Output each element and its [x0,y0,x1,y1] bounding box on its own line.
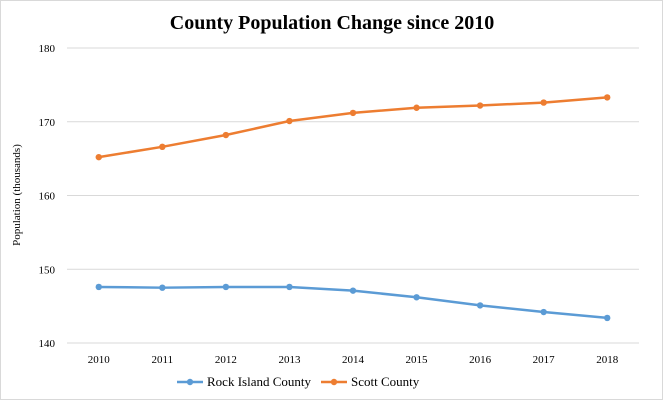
gridlines [67,47,639,344]
data-point [413,294,420,301]
data-point [476,102,484,109]
y-axis-ticks: 140 150 160 170 180 [39,43,56,350]
data-point [604,314,611,322]
x-tick-label: 2011 [152,354,174,366]
legend-item: Rock Island County [177,374,311,389]
series-line [97,96,609,159]
data-point [95,153,102,161]
data-point [95,283,102,291]
y-tick-label: 170 [39,117,56,129]
x-tick-label: 2015 [406,354,429,366]
data-point [349,109,357,117]
y-tick-label: 160 [39,191,56,203]
series-layer [95,94,611,322]
data-point [286,117,293,125]
legend-marker [330,378,338,386]
x-tick-label: 2012 [215,354,237,366]
y-tick-label: 140 [39,338,56,350]
x-axis-ticks: 2010 2011 2012 2013 2014 2015 2016 2017 2018 [88,354,619,366]
legend: Rock Island County Scott County [177,374,420,389]
legend-item: Scott County [321,374,420,389]
data-point [540,99,547,106]
data-point [159,284,166,291]
data-point [413,104,420,111]
y-axis-title: Population (thousands) [11,144,23,246]
data-point [604,94,611,101]
series-0 [95,283,611,322]
data-point [159,143,166,151]
series-1 [95,94,611,161]
legend-label: Rock Island County [207,374,311,389]
y-tick-label: 180 [39,43,56,55]
x-tick-label: 2018 [596,354,619,366]
legend-label: Scott County [351,374,420,389]
x-tick-label: 2013 [278,354,301,366]
legend-marker [186,378,194,386]
chart-title: County Population Change since 2010 [170,12,495,34]
y-tick-label: 150 [39,264,56,276]
data-point [222,131,230,139]
x-tick-label: 2017 [533,354,556,366]
data-point [540,308,547,316]
data-point [222,283,230,291]
x-tick-label: 2014 [342,354,365,366]
data-point [286,283,293,291]
data-point [476,302,484,309]
data-point [349,287,357,294]
x-tick-label: 2016 [469,354,492,366]
x-tick-label: 2010 [88,354,111,366]
